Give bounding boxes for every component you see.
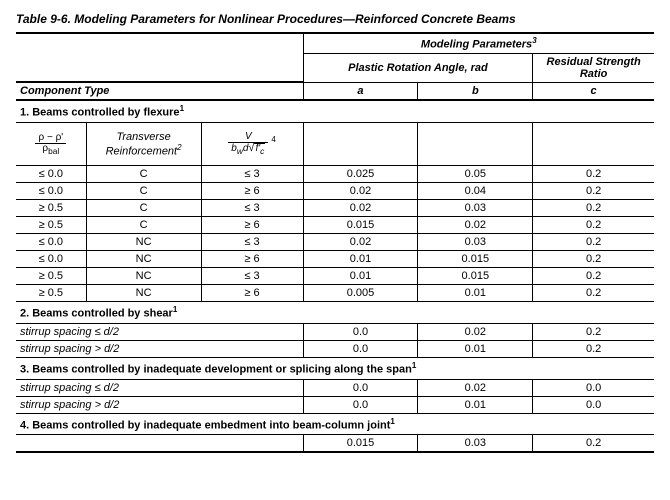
parameters-table: Modeling Parameters3 Plastic Rotation An… xyxy=(16,32,654,453)
table-row: ≤ 0.0 NC ≥ 6 0.01 0.015 0.2 xyxy=(16,251,654,268)
hdr-a: a xyxy=(303,82,418,100)
section4-label: 4. Beams controlled by inadequate embedm… xyxy=(16,413,654,435)
section2-label: 2. Beams controlled by shear1 xyxy=(16,302,654,324)
table-row: stirrup spacing > d/2 0.0 0.01 0.0 xyxy=(16,396,654,413)
table-row: stirrup spacing ≤ d/2 0.0 0.02 0.0 xyxy=(16,379,654,396)
table-row: ≥ 0.5 C ≥ 6 0.015 0.02 0.2 xyxy=(16,217,654,234)
table-row: ≤ 0.0 C ≤ 3 0.025 0.05 0.2 xyxy=(16,166,654,183)
table-row: stirrup spacing ≤ d/2 0.0 0.02 0.2 xyxy=(16,324,654,341)
table-row: ≥ 0.5 C ≤ 3 0.02 0.03 0.2 xyxy=(16,200,654,217)
table-row: stirrup spacing > d/2 0.0 0.01 0.2 xyxy=(16,341,654,358)
table-title: Table 9-6. Modeling Parameters for Nonli… xyxy=(16,12,654,26)
hdr-c: c xyxy=(533,82,654,100)
hdr-plastic-rotation: Plastic Rotation Angle, rad xyxy=(303,53,533,82)
hdr-component-type: Component Type xyxy=(16,82,303,100)
table-row: ≤ 0.0 NC ≤ 3 0.02 0.03 0.2 xyxy=(16,234,654,251)
table-row: 0.015 0.03 0.2 xyxy=(16,435,654,453)
table-row: ≤ 0.0 C ≥ 6 0.02 0.04 0.2 xyxy=(16,183,654,200)
hdr-modeling-parameters: Modeling Parameters3 xyxy=(303,33,654,53)
section1-label: 1. Beams controlled by flexure1 xyxy=(16,100,654,122)
hdr-residual-strength: Residual Strength Ratio xyxy=(533,53,654,82)
section1-col-transverse: Transverse Reinforcement2 xyxy=(86,122,201,166)
table-row: ≥ 0.5 NC ≥ 6 0.005 0.01 0.2 xyxy=(16,285,654,302)
section3-label: 3. Beams controlled by inadequate develo… xyxy=(16,358,654,380)
section1-col-rho: ρ − ρ' ρbal xyxy=(16,122,86,166)
table-row: ≥ 0.5 NC ≤ 3 0.01 0.015 0.2 xyxy=(16,268,654,285)
hdr-b: b xyxy=(418,82,533,100)
section1-col-v: V bwdf'c 4 xyxy=(201,122,303,166)
